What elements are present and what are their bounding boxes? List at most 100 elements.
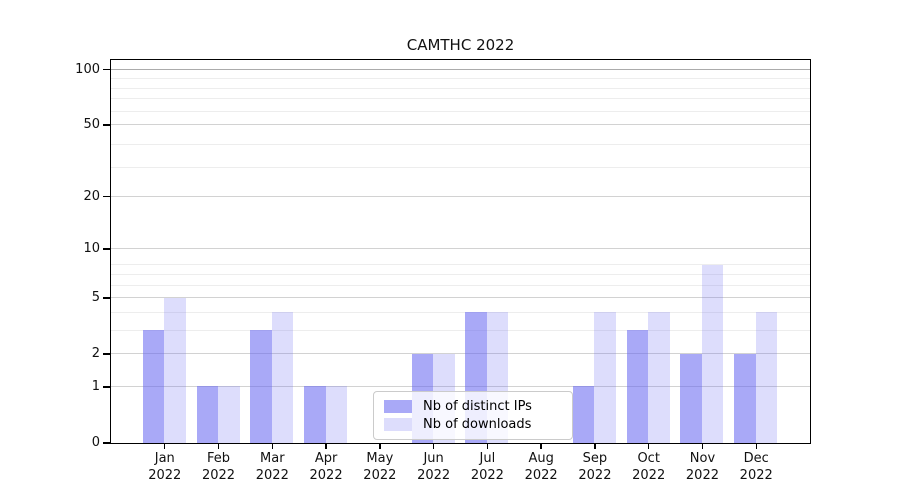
- gridline-major-50: [110, 124, 810, 126]
- x-tick-label-dec: Dec 2022: [724, 451, 788, 484]
- bar-downloads-apr: [325, 386, 348, 443]
- y-tick-mark-0: [103, 442, 110, 444]
- plot-area: [109, 58, 811, 444]
- x-tick-mark-oct: [647, 444, 650, 449]
- x-tick-label-jun: Jun 2022: [402, 451, 466, 484]
- bar-downloads-nov: [701, 264, 724, 443]
- x-tick-month: Sep: [582, 451, 608, 466]
- x-tick-label-may: May 2022: [348, 451, 412, 484]
- y-tick-label-100: 100: [75, 61, 100, 77]
- x-tick-year: 2022: [470, 467, 504, 483]
- bar-distinct-ips-oct: [626, 330, 649, 443]
- x-tick-year: 2022: [255, 467, 289, 483]
- x-tick-month: May: [366, 451, 394, 466]
- x-tick-year: 2022: [363, 467, 397, 483]
- x-tick-year: 2022: [739, 467, 773, 483]
- x-tick-mark-apr: [325, 444, 327, 449]
- y-tick-label-20: 20: [83, 188, 100, 204]
- y-tick-mark-10: [103, 248, 110, 250]
- x-tick-label-jul: Jul 2022: [455, 451, 519, 484]
- x-tick-month: Jan: [154, 451, 175, 466]
- y-tick-label-2: 2: [91, 346, 100, 362]
- x-tick-mark-jun: [432, 444, 435, 449]
- x-tick-mark-sep: [594, 444, 596, 449]
- x-tick-year: 2022: [578, 467, 612, 483]
- x-tick-year: 2022: [632, 467, 666, 483]
- x-tick-mark-nov: [701, 444, 704, 449]
- x-tick-year: 2022: [685, 467, 719, 483]
- x-tick-label-jan: Jan 2022: [133, 451, 197, 484]
- bar-distinct-ips-dec: [734, 353, 756, 443]
- x-tick-mark-dec: [755, 444, 757, 449]
- gridline-minor-4: [110, 311, 810, 313]
- gridline-major-1: [110, 385, 810, 387]
- x-tick-year: 2022: [309, 467, 343, 483]
- x-tick-year: 2022: [417, 467, 451, 483]
- gridline-minor-89: [110, 78, 810, 80]
- bar-distinct-ips-jan: [142, 330, 165, 443]
- bars-layer: [111, 60, 810, 443]
- bar-distinct-ips-sep: [572, 386, 595, 443]
- gridline-major-100: [110, 68, 810, 70]
- gridline-minor-39: [110, 143, 810, 145]
- x-tick-month: Oct: [637, 451, 660, 466]
- y-tick-label-5: 5: [91, 290, 100, 306]
- legend-item-distinct-ips: Nb of distinct IPs: [384, 397, 564, 415]
- x-tick-mark-feb: [217, 444, 220, 449]
- legend-label-distinct-ips: Nb of distinct IPs: [423, 398, 532, 414]
- legend-swatch-distinct-ips-icon: [384, 399, 412, 413]
- x-tick-month: Aug: [528, 451, 554, 466]
- gridline-minor-29: [110, 166, 810, 168]
- bar-downloads-sep: [594, 312, 616, 443]
- gridline-minor-69: [110, 98, 810, 100]
- y-tick-mark-100: [103, 69, 110, 71]
- y-tick-label-10: 10: [83, 241, 100, 257]
- legend-swatch-downloads-icon: [384, 417, 412, 431]
- legend: Nb of distinct IPs Nb of downloads: [373, 391, 573, 440]
- x-tick-label-sep: Sep 2022: [563, 451, 627, 484]
- x-tick-month: Mar: [260, 451, 285, 466]
- x-tick-month: Jun: [423, 451, 444, 466]
- x-tick-mark-aug: [540, 444, 542, 449]
- x-tick-month: Dec: [743, 451, 769, 466]
- x-tick-mark-may: [379, 444, 381, 449]
- x-tick-label-aug: Aug 2022: [509, 451, 573, 484]
- x-tick-month: Nov: [689, 451, 716, 466]
- x-tick-mark-jan: [164, 444, 166, 449]
- gridline-minor-59: [110, 110, 810, 112]
- x-tick-label-oct: Oct 2022: [617, 451, 681, 484]
- bar-downloads-mar: [271, 312, 294, 443]
- gridline-major-10: [110, 248, 810, 250]
- gridline-minor-79: [110, 87, 810, 89]
- y-tick-mark-1: [103, 386, 110, 388]
- gridline-major-5: [110, 297, 810, 299]
- gridline-major-20: [110, 195, 810, 197]
- gridline-major-2: [110, 353, 810, 355]
- y-tick-label-0: 0: [91, 435, 100, 450]
- gridline-minor-3: [110, 329, 810, 331]
- y-tick-label-50: 50: [83, 117, 100, 133]
- x-tick-year: 2022: [148, 467, 182, 483]
- x-tick-label-mar: Mar 2022: [240, 451, 304, 484]
- x-tick-month: Feb: [207, 451, 231, 466]
- bar-distinct-ips-mar: [250, 330, 272, 443]
- x-tick-year: 2022: [201, 467, 236, 483]
- chart-title: CAMTHC 2022: [406, 36, 515, 54]
- legend-item-downloads: Nb of downloads: [384, 415, 564, 433]
- y-tick-mark-50: [103, 124, 110, 126]
- x-tick-month: Jul: [479, 451, 496, 466]
- bar-distinct-ips-apr: [304, 386, 326, 443]
- gridline-minor-8: [110, 264, 810, 266]
- bar-distinct-ips-feb: [196, 386, 219, 443]
- bar-downloads-jan: [164, 297, 186, 443]
- bar-downloads-dec: [755, 312, 778, 443]
- x-tick-year: 2022: [524, 467, 558, 483]
- x-tick-label-apr: Apr 2022: [294, 451, 358, 484]
- x-tick-month: Apr: [314, 451, 338, 466]
- y-tick-mark-5: [103, 297, 110, 299]
- gridline-minor-6: [110, 284, 810, 286]
- bar-distinct-ips-nov: [680, 353, 702, 443]
- y-tick-mark-2: [103, 353, 110, 355]
- y-tick-label-1: 1: [91, 378, 100, 394]
